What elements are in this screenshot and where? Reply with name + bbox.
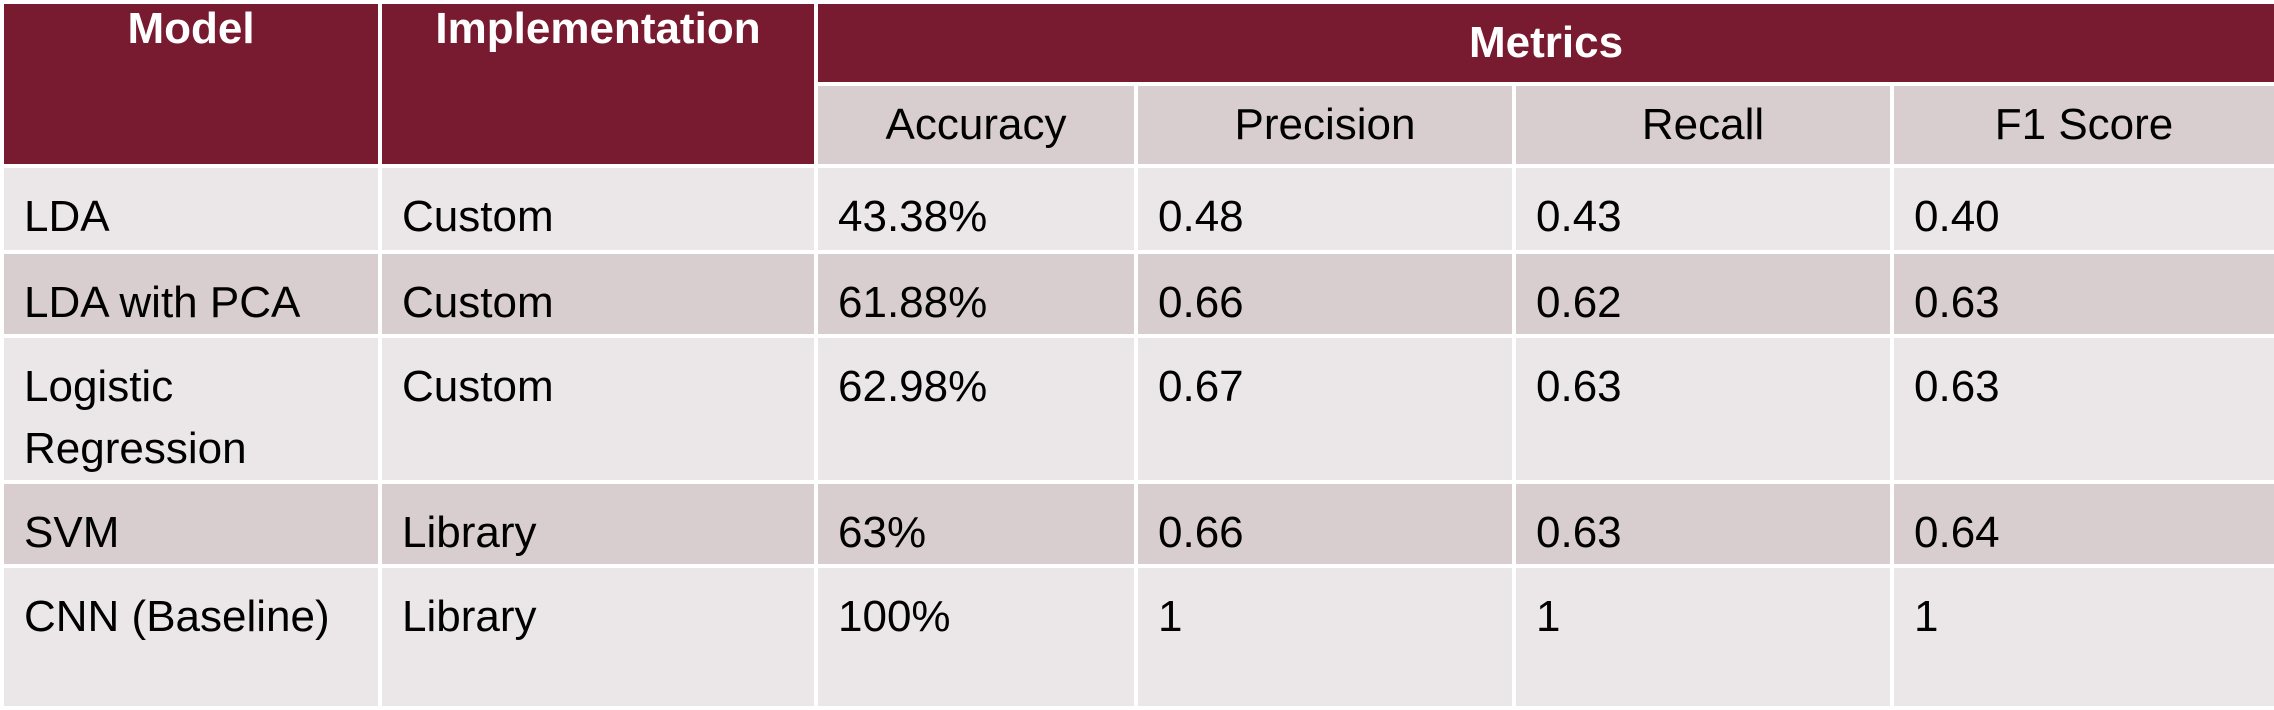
implementation-cell: Custom <box>378 334 818 484</box>
implementation-cell: Library <box>378 564 818 710</box>
table-row: CNN (Baseline) Library 100% 1 1 1 <box>0 564 2274 710</box>
model-cell: SVM <box>0 480 382 568</box>
header-row: Model Implementation Metrics <box>0 0 2274 168</box>
table-row: Logistic Regression Custom 62.98% 0.67 0… <box>0 334 2274 484</box>
table-row: LDA with PCA Custom 61.88% 0.66 0.62 0.6… <box>0 250 2274 338</box>
model-cell: LDA <box>0 164 382 254</box>
precision-header: Precision <box>1134 82 1516 168</box>
recall-cell: 0.62 <box>1512 250 1894 338</box>
precision-cell: 0.66 <box>1134 480 1516 568</box>
accuracy-header: Accuracy <box>814 82 1138 168</box>
implementation-header: Implementation <box>378 0 818 168</box>
subheader-row: Accuracy Precision Recall F1 Score <box>2 82 2274 168</box>
table-row: SVM Library 63% 0.66 0.63 0.64 <box>0 480 2274 568</box>
accuracy-cell: 100% <box>814 564 1138 710</box>
recall-cell: 0.63 <box>1512 480 1894 568</box>
table-row: LDA Custom 43.38% 0.48 0.43 0.40 <box>0 164 2274 254</box>
recall-header: Recall <box>1512 82 1894 168</box>
model-cell: LDA with PCA <box>0 250 382 338</box>
f1-cell: 1 <box>1889 564 2274 710</box>
precision-cell: 0.66 <box>1134 250 1516 338</box>
f1-cell: 0.63 <box>1889 334 2274 484</box>
model-cell: CNN (Baseline) <box>0 564 382 710</box>
f1-cell: 0.40 <box>1889 164 2274 254</box>
precision-cell: 1 <box>1134 564 1516 710</box>
precision-cell: 0.67 <box>1134 334 1516 484</box>
f1-cell: 0.63 <box>1889 250 2274 338</box>
precision-cell: 0.48 <box>1134 164 1516 254</box>
implementation-cell: Custom <box>378 250 818 338</box>
model-header: Model <box>0 0 382 168</box>
implementation-cell: Custom <box>378 164 818 254</box>
accuracy-cell: 61.88% <box>814 250 1138 338</box>
recall-cell: 1 <box>1512 564 1894 710</box>
accuracy-cell: 63% <box>814 480 1138 568</box>
implementation-cell: Library <box>378 480 818 568</box>
recall-cell: 0.63 <box>1512 334 1894 484</box>
accuracy-cell: 43.38% <box>814 164 1138 254</box>
model-cell: Logistic Regression <box>0 334 382 484</box>
metrics-header: Metrics <box>813 0 2274 86</box>
f1-header: F1 Score <box>1889 82 2274 168</box>
accuracy-cell: 62.98% <box>814 334 1138 484</box>
recall-cell: 0.43 <box>1512 164 1894 254</box>
f1-cell: 0.64 <box>1889 480 2274 568</box>
